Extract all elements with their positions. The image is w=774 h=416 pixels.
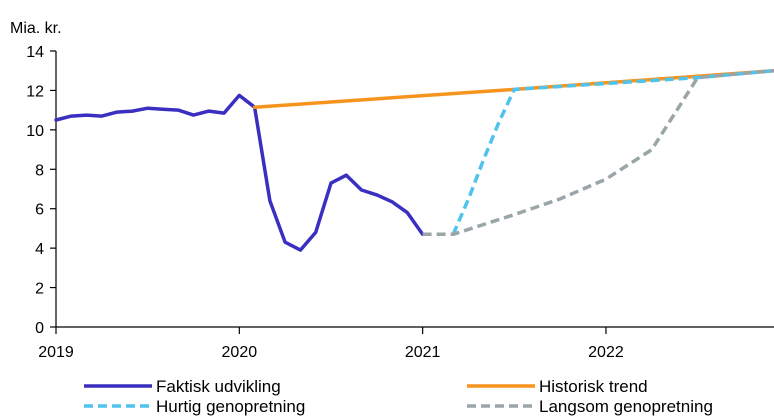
x-tick-label: 2022 xyxy=(588,344,624,361)
x-tick-label: 2020 xyxy=(222,344,258,361)
legend: Faktisk udvikling Historisk trend Hurtig g… xyxy=(84,377,713,416)
y-tick-label: 14 xyxy=(26,44,44,61)
legend-label-1: Faktisk udvikling xyxy=(156,377,281,396)
y-tick-label: 8 xyxy=(35,162,44,179)
y-tick-label: 6 xyxy=(35,202,44,219)
legend-label-3: Hurtig genopretning xyxy=(156,397,305,416)
y-tick-label: 4 xyxy=(35,241,44,258)
series-line-4 xyxy=(422,68,774,237)
y-tick-label: 0 xyxy=(35,320,44,337)
legend-label-4: Langsom genopretning xyxy=(539,397,713,416)
legend-label-2: Historisk trend xyxy=(539,377,648,396)
y-unit-label: Mia. kr. xyxy=(10,20,62,37)
series-line-1 xyxy=(54,93,425,252)
series-layer xyxy=(54,68,774,252)
y-tick-label: 10 xyxy=(26,123,44,140)
y-tick-label: 2 xyxy=(35,281,44,298)
x-axis: 2019 2020 2021 2022 xyxy=(38,326,774,361)
x-tick-label: 2019 xyxy=(38,344,74,361)
series-line-3 xyxy=(451,68,774,235)
y-axis: 0 2 4 6 8 10 12 14 xyxy=(26,44,57,337)
x-tick-label: 2021 xyxy=(405,344,441,361)
y-tick-label: 12 xyxy=(26,83,44,100)
